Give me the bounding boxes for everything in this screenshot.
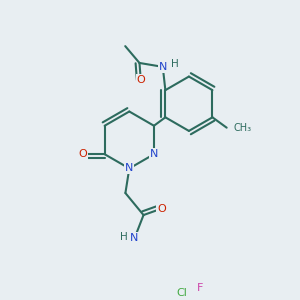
Text: O: O — [157, 204, 166, 214]
Text: CH₃: CH₃ — [233, 123, 251, 133]
Text: O: O — [136, 75, 145, 85]
Text: H: H — [120, 232, 128, 242]
Text: N: N — [159, 62, 167, 72]
Text: N: N — [130, 233, 139, 243]
Text: F: F — [197, 283, 203, 293]
Text: N: N — [150, 149, 158, 159]
Text: O: O — [78, 149, 87, 159]
Text: N: N — [125, 164, 134, 173]
Text: H: H — [170, 59, 178, 69]
Text: Cl: Cl — [176, 288, 187, 298]
